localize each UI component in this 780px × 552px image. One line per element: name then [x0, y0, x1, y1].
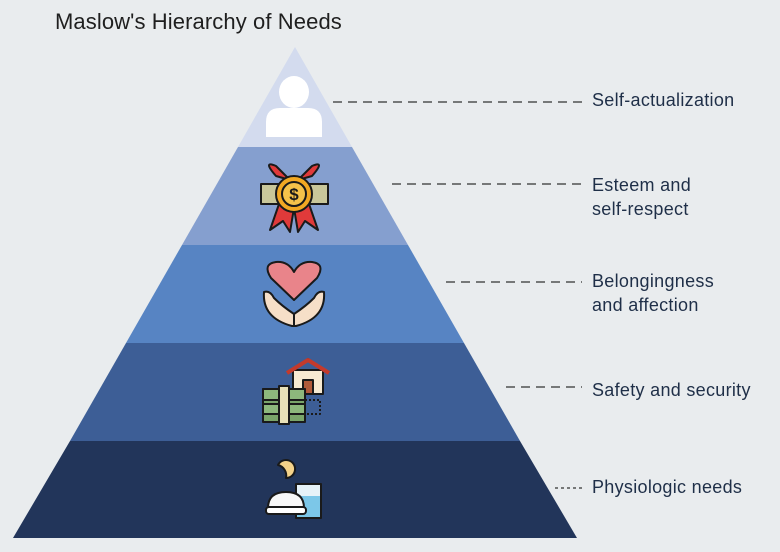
level-label-2-line-1: Esteem and: [592, 175, 692, 195]
person-icon: [266, 76, 322, 137]
diagram-title: Maslow's Hierarchy of Needs: [55, 9, 342, 34]
food-water-icon: [265, 459, 322, 519]
heart-hands-icon: [262, 260, 326, 327]
level-label-2-line-2: self-respect: [592, 199, 689, 219]
level-label-5: Physiologic needs: [592, 475, 742, 499]
house-money-icon: [262, 358, 331, 425]
level-label-2: Esteem and self-respect: [592, 173, 691, 221]
level-label-3: Belongingness and affection: [592, 269, 714, 317]
level-label-1-line-1: Self-actualization: [592, 90, 735, 110]
medal-icon: $: [260, 163, 329, 233]
level-label-3-line-1: Belongingness: [592, 271, 714, 291]
level-label-4-line-1: Safety and security: [592, 380, 751, 400]
svg-text:$: $: [289, 185, 299, 204]
level-label-1: Self-actualization: [592, 88, 734, 112]
level-label-5-line-1: Physiologic needs: [592, 477, 743, 497]
level-label-4: Safety and security: [592, 378, 751, 402]
level-label-3-line-2: and affection: [592, 295, 699, 315]
